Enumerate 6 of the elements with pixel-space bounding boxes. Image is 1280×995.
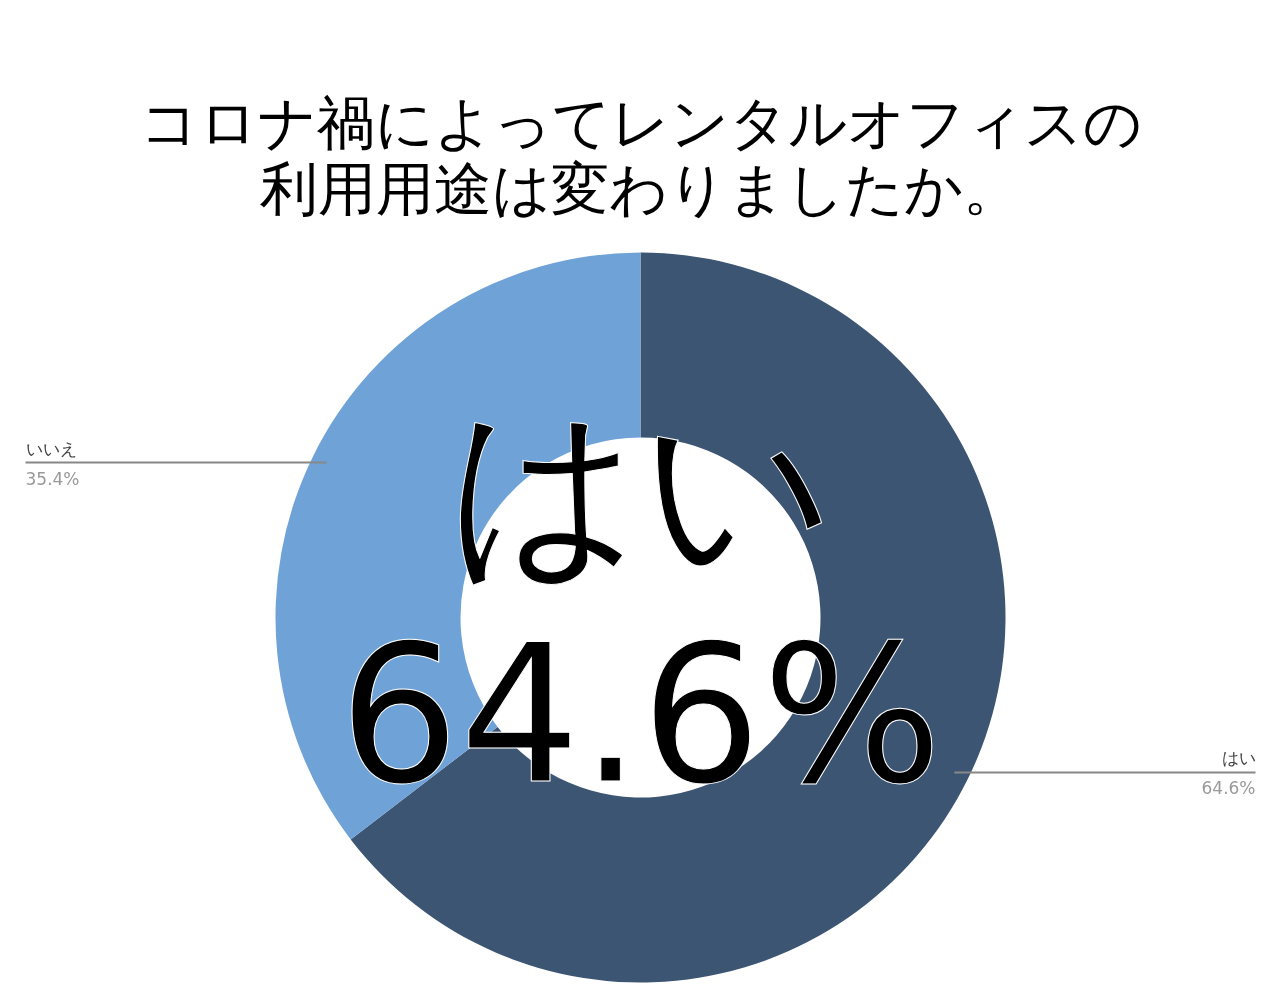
slice-label: はい	[1221, 748, 1256, 769]
chart-title: コロナ禍によってレンタルオフィスの	[139, 88, 1142, 157]
data-label: 64.6%	[1201, 778, 1256, 799]
slice-label: いいえ	[25, 438, 77, 459]
chart-subtitle: 利用用途は変わりましたか。	[260, 154, 1021, 223]
data-label: 35.4%	[25, 468, 80, 489]
